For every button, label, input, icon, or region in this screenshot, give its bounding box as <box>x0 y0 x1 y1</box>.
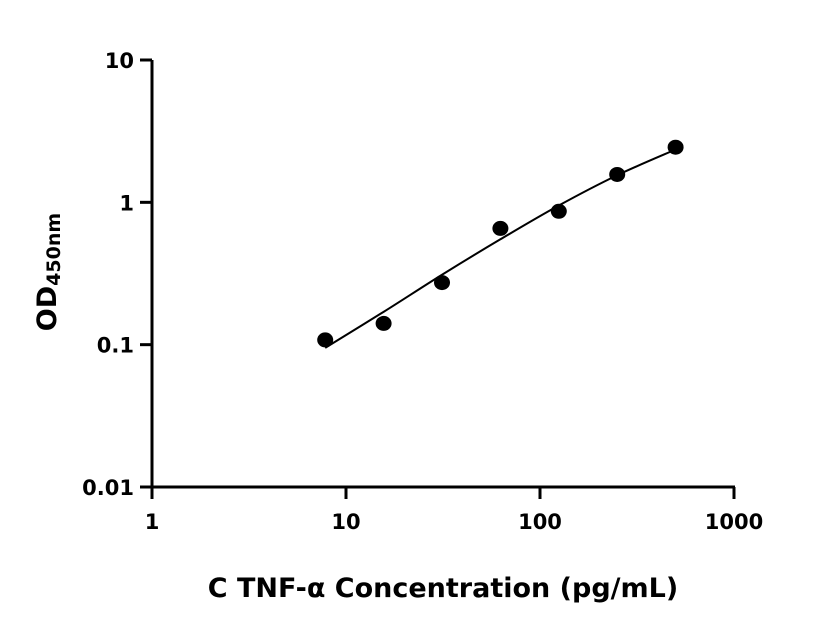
x-ticks: 1 10 100 1000 <box>145 487 763 534</box>
data-point <box>609 166 626 182</box>
data-point <box>317 332 334 348</box>
data-point <box>667 139 684 155</box>
data-point <box>550 203 567 219</box>
y-tick-label: 1 <box>119 191 134 215</box>
y-axis-label: OD450nm <box>32 213 65 331</box>
data-point <box>375 315 392 331</box>
x-tick-label: 1 <box>145 510 160 534</box>
data-points <box>317 139 684 348</box>
x-tick-label: 1000 <box>705 510 763 534</box>
y-tick-label: 0.01 <box>82 476 134 500</box>
y-ticks: 0.01 0.1 1 10 <box>82 49 152 500</box>
x-axis-label: C TNF-α Concentration (pg/mL) <box>208 573 678 604</box>
y-tick-label: 10 <box>105 49 134 73</box>
x-tick-label: 10 <box>331 510 360 534</box>
data-point <box>434 275 451 291</box>
y-axis-label-sub: 450nm <box>43 213 65 286</box>
axes <box>150 60 735 489</box>
y-axis-label-main: OD <box>32 286 63 331</box>
data-point <box>492 220 509 236</box>
y-tick-label: 0.1 <box>97 334 134 358</box>
x-tick-label: 100 <box>518 510 562 534</box>
